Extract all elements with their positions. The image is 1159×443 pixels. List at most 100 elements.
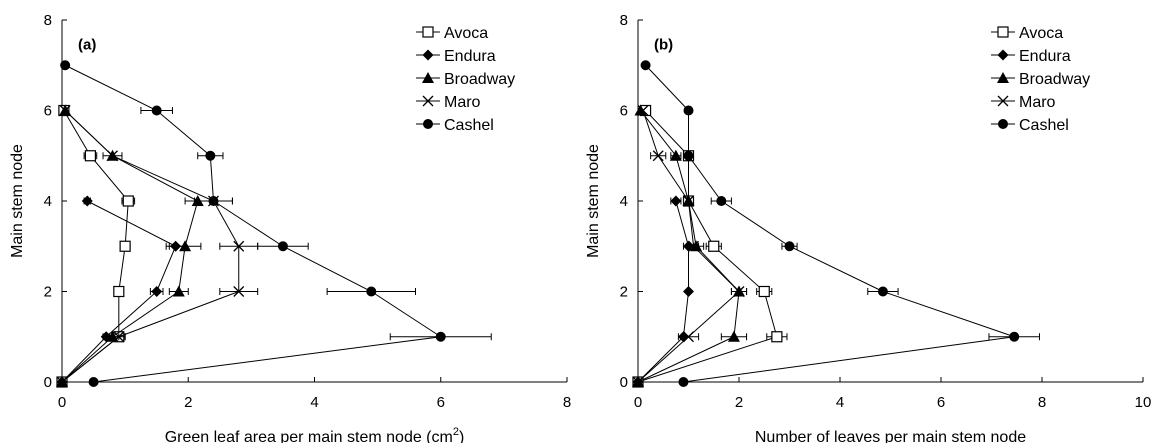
data-point-maro [107, 150, 118, 162]
legend-entry-cashel: Cashel [416, 117, 494, 134]
data-point-cashel [678, 377, 689, 387]
data-point-maro [56, 376, 68, 388]
y-tick-label: 8 [620, 12, 628, 29]
data-point-avoca [84, 150, 97, 162]
x-axis-label: Number of leaves per main stem node [755, 429, 1026, 443]
legend-label: Endura [444, 48, 496, 65]
x-tick-label: 8 [563, 394, 571, 411]
x-tick-label: 8 [1038, 394, 1046, 411]
data-point-cashel [205, 150, 216, 161]
x-tick-label: 4 [310, 394, 318, 411]
legend-marker-broadway [422, 72, 434, 83]
legend-label: Cashel [444, 117, 494, 134]
y-tick-label: 6 [44, 103, 52, 120]
data-point-endura [81, 195, 93, 207]
series-broadway [56, 104, 211, 387]
x-tick-label: 4 [836, 394, 844, 411]
legend-entry-broadway: Broadway [416, 71, 515, 88]
data-point-cashel [60, 60, 71, 71]
legend-entry-endura: Endura [416, 48, 496, 65]
x-axis-label-end: ) [459, 429, 464, 443]
legend-label: Broadway [1019, 71, 1090, 88]
legend-marker-maro [997, 95, 1009, 107]
x-axis-label: Green leaf area per main stem node (cm2) [165, 426, 465, 443]
legend-marker-cashel [423, 119, 433, 129]
legend-entry-cashel: Cashel [991, 117, 1069, 134]
y-tick-label: 0 [620, 374, 628, 391]
data-point-avoca [122, 195, 134, 207]
data-point-cashel [208, 196, 219, 206]
legend-label: Avoca [1019, 25, 1063, 42]
x-tick-label: 6 [437, 394, 445, 411]
legend-entry-avoca: Avoca [416, 25, 488, 42]
legend-marker-avoca [422, 26, 434, 38]
data-point-maro [683, 195, 694, 207]
y-tick-label: 4 [44, 193, 52, 210]
x-tick-label: 2 [735, 394, 743, 411]
data-point-cashel [683, 150, 694, 161]
y-tick-label: 0 [44, 374, 52, 391]
data-point-cashel [784, 241, 795, 252]
series-avoca [56, 104, 136, 388]
data-point-endura [683, 286, 694, 297]
data-point-endura [670, 195, 682, 207]
series-line [645, 64, 1015, 383]
x-tick-label: 10 [1135, 394, 1152, 411]
data-point-maro [637, 105, 649, 116]
legend-entry-broadway: Broadway [991, 71, 1090, 88]
x-tick-label: 0 [634, 394, 642, 411]
data-point-cashel [877, 286, 888, 297]
data-point-maro [688, 240, 700, 252]
y-tick-label: 2 [620, 284, 628, 301]
y-tick-label: 4 [620, 193, 628, 210]
legend-marker-broadway [997, 72, 1009, 83]
x-tick-label: 0 [58, 394, 66, 411]
legend-label: Maro [444, 94, 481, 111]
x-tick-label: 2 [184, 394, 192, 411]
data-point-broadway [727, 330, 740, 342]
x-tick-label: 6 [937, 394, 945, 411]
data-point-cashel [88, 377, 99, 387]
legend-marker-avoca [997, 26, 1009, 38]
panel-a-chart: 0 2 4 6 8 0 2 4 6 8 Green leaf area per main stem … [9, 12, 571, 443]
series-line [64, 64, 443, 383]
x-axis-label-superscript: 2 [453, 426, 459, 438]
legend-label: Maro [1019, 94, 1056, 111]
x-axis-label-text: Number of leaves per main stem node [755, 429, 1026, 443]
data-point-maro [733, 286, 745, 297]
data-point-avoca [113, 285, 125, 298]
legend-label: Cashel [1019, 117, 1069, 134]
data-point-broadway [172, 285, 185, 297]
legend-entry-maro: Maro [416, 94, 481, 111]
data-point-maro [113, 331, 125, 343]
y-tick-label: 6 [620, 103, 628, 120]
data-point-maro [233, 286, 245, 297]
series-line [637, 200, 689, 383]
y-tick-label: 8 [44, 12, 52, 29]
data-point-avoca [758, 285, 770, 298]
data-point-maro [632, 376, 644, 388]
data-point-cashel [435, 331, 446, 342]
panel-b-chart: 0 2 4 6 8 0 2 4 6 8 10 Number of leaves per main st… [585, 12, 1151, 443]
data-point-cashel [151, 105, 162, 116]
data-point-cashel [683, 105, 694, 116]
data-point-broadway [179, 240, 192, 252]
data-point-avoca [708, 240, 720, 252]
data-point-cashel [277, 241, 288, 252]
data-point-avoca [771, 331, 783, 343]
panel-label: (a) [78, 36, 96, 53]
data-point-cashel [640, 60, 651, 71]
data-point-cashel [366, 286, 377, 297]
series-cashel [60, 60, 492, 387]
data-point-cashel [1009, 331, 1020, 342]
y-axis-label: Main stem node [585, 144, 602, 258]
legend-entry-endura: Endura [991, 48, 1071, 65]
x-axis-label-text: Green leaf area per main stem node (cm [165, 429, 453, 443]
y-tick-label: 2 [44, 284, 52, 301]
data-point-cashel [716, 196, 727, 206]
y-axis-label: Main stem node [9, 144, 26, 258]
series-avoca [632, 104, 788, 388]
data-point-broadway [669, 149, 682, 161]
legend-entry-avoca: Avoca [991, 25, 1063, 42]
